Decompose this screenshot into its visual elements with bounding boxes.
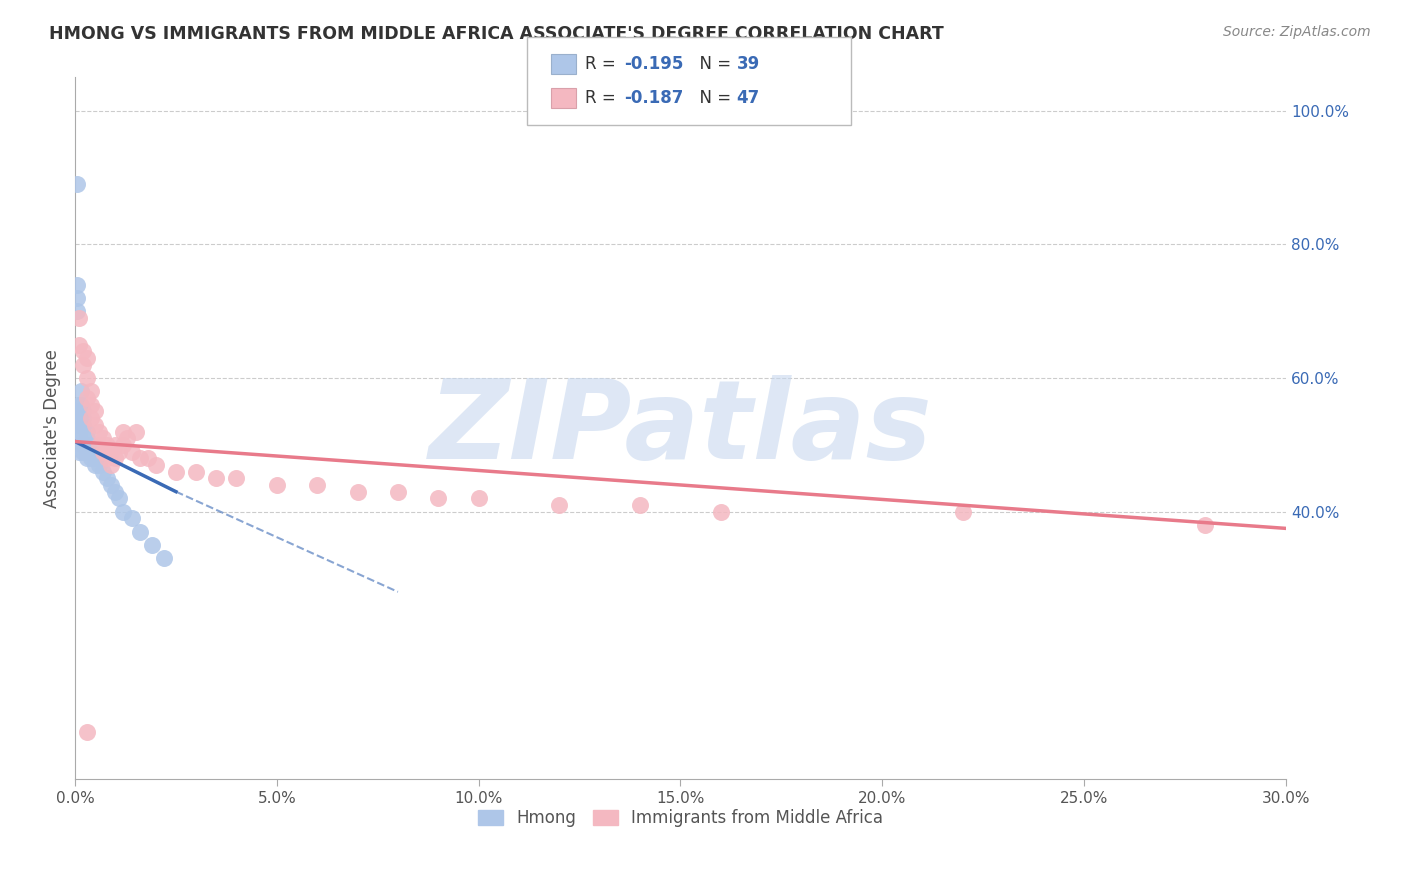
Point [145,458,167,472]
Point [346,484,368,499]
Point [67,425,90,439]
Point [100,478,122,492]
Point [72,344,94,359]
Point [91,465,114,479]
Text: R =: R = [585,89,621,107]
Point [80,411,103,425]
Point [1194,518,1216,533]
Point [91,444,114,458]
Point [72,444,94,458]
Point [80,398,103,412]
Point [89,425,111,439]
Point [66,277,89,292]
Point [108,491,131,506]
Text: Source: ZipAtlas.com: Source: ZipAtlas.com [1223,25,1371,39]
Point [225,471,247,485]
Point [80,384,103,399]
Point [80,444,103,458]
Point [76,725,98,739]
Text: ZIPatlas: ZIPatlas [429,375,932,482]
Point [266,478,288,492]
Point [67,404,90,418]
Point [307,478,329,492]
Point [387,484,409,499]
Point [70,384,93,399]
Point [112,425,135,439]
Point [80,451,103,466]
Point [72,358,94,372]
Point [104,484,127,499]
Point [67,411,90,425]
Point [628,498,651,512]
Point [548,498,571,512]
Point [67,398,90,412]
Text: 39: 39 [737,55,761,73]
Point [67,337,90,351]
Point [205,471,228,485]
Text: -0.187: -0.187 [624,89,683,107]
Point [710,505,733,519]
Point [67,431,90,445]
Point [96,438,118,452]
Point [84,451,107,466]
Point [89,438,111,452]
Point [124,425,146,439]
Point [112,505,135,519]
Point [76,351,98,365]
Point [76,438,98,452]
Point [66,304,89,318]
Point [66,178,89,192]
Point [165,465,187,479]
Point [76,444,98,458]
Point [141,538,163,552]
Point [96,471,118,485]
Point [89,458,111,472]
Point [136,451,159,466]
Point [67,310,90,325]
Point [104,451,127,466]
Point [153,551,176,566]
Point [117,431,139,445]
Point [72,438,94,452]
Text: R =: R = [585,55,621,73]
Point [108,444,131,458]
Point [91,431,114,445]
Point [72,404,94,418]
Point [467,491,489,506]
Point [121,444,143,458]
Point [96,451,118,466]
Point [80,438,103,452]
Legend: Hmong, Immigrants from Middle Africa: Hmong, Immigrants from Middle Africa [471,803,890,834]
Point [76,371,98,385]
Text: N =: N = [689,89,737,107]
Point [67,417,90,432]
Point [67,444,90,458]
Point [84,458,107,472]
Point [100,458,122,472]
Point [72,417,94,432]
Point [104,438,127,452]
Point [128,451,150,466]
Text: 47: 47 [737,89,761,107]
Point [100,444,122,458]
Point [184,465,207,479]
Point [76,451,98,466]
Point [121,511,143,525]
Text: -0.195: -0.195 [624,55,683,73]
Text: N =: N = [689,55,737,73]
Point [952,505,974,519]
Y-axis label: Associate's Degree: Associate's Degree [44,349,60,508]
Point [84,404,107,418]
Point [128,524,150,539]
Point [70,398,93,412]
Point [66,291,89,305]
Point [76,431,98,445]
Point [427,491,450,506]
Point [72,411,94,425]
Point [112,438,135,452]
Point [84,417,107,432]
Point [76,425,98,439]
Point [76,391,98,405]
Text: HMONG VS IMMIGRANTS FROM MIDDLE AFRICA ASSOCIATE'S DEGREE CORRELATION CHART: HMONG VS IMMIGRANTS FROM MIDDLE AFRICA A… [49,25,943,43]
